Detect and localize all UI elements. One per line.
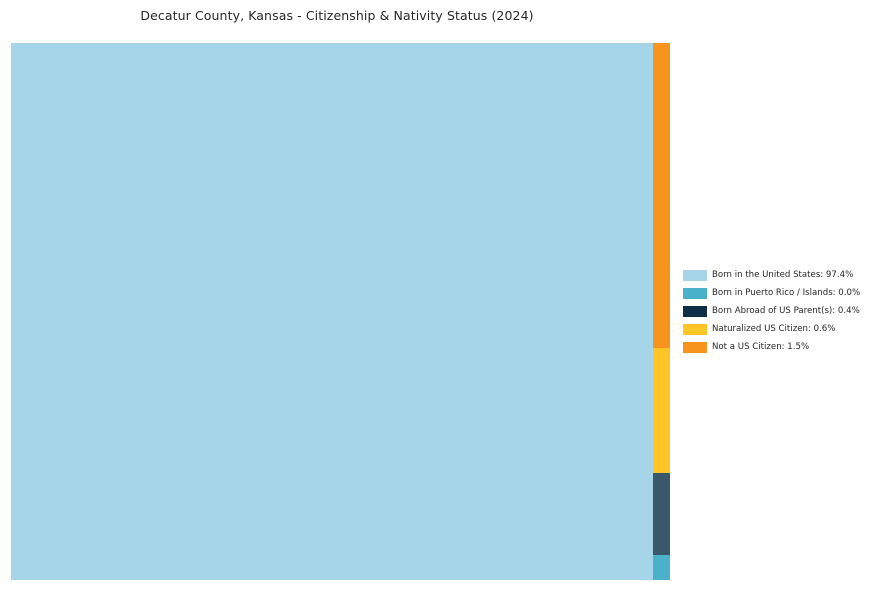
treemap-tile[interactable] — [652, 554, 670, 580]
legend-swatch-born-in-puerto-rico-islands — [683, 287, 707, 299]
legend-swatch-born-abroad-of-us-parents — [683, 305, 707, 317]
legend-item[interactable]: Born in the United States: 97.4% — [683, 266, 883, 284]
treemap-plot-area — [11, 43, 670, 580]
legend-swatch-naturalized-us-citizen — [683, 323, 707, 335]
treemap-tile[interactable] — [11, 43, 653, 580]
legend-label-born-in-puerto-rico-islands: Born in Puerto Rico / Islands: 0.0% — [712, 287, 861, 298]
legend-item[interactable]: Not a US Citizen: 1.5% — [683, 338, 883, 356]
legend-item[interactable]: Naturalized US Citizen: 0.6% — [683, 320, 883, 338]
legend-swatch-not-a-us-citizen — [683, 341, 707, 353]
chart-legend: Born in the United States: 97.4% Born in… — [683, 266, 883, 356]
legend-label-naturalized-us-citizen: Naturalized US Citizen: 0.6% — [712, 323, 836, 334]
legend-item[interactable]: Born in Puerto Rico / Islands: 0.0% — [683, 284, 883, 302]
chart-title: Decatur County, Kansas - Citizenship & N… — [140, 8, 534, 23]
legend-item[interactable]: Born Abroad of US Parent(s): 0.4% — [683, 302, 883, 320]
legend-label-born-in-the-united-states: Born in the United States: 97.4% — [712, 269, 854, 280]
legend-label-born-abroad-of-us-parents: Born Abroad of US Parent(s): 0.4% — [712, 305, 860, 316]
treemap-tile[interactable] — [652, 348, 670, 474]
legend-swatch-born-in-the-united-states — [683, 269, 707, 281]
legend-label-not-a-us-citizen: Not a US Citizen: 1.5% — [712, 341, 810, 352]
treemap-tile[interactable] — [652, 473, 670, 555]
treemap-tile[interactable] — [652, 43, 670, 349]
